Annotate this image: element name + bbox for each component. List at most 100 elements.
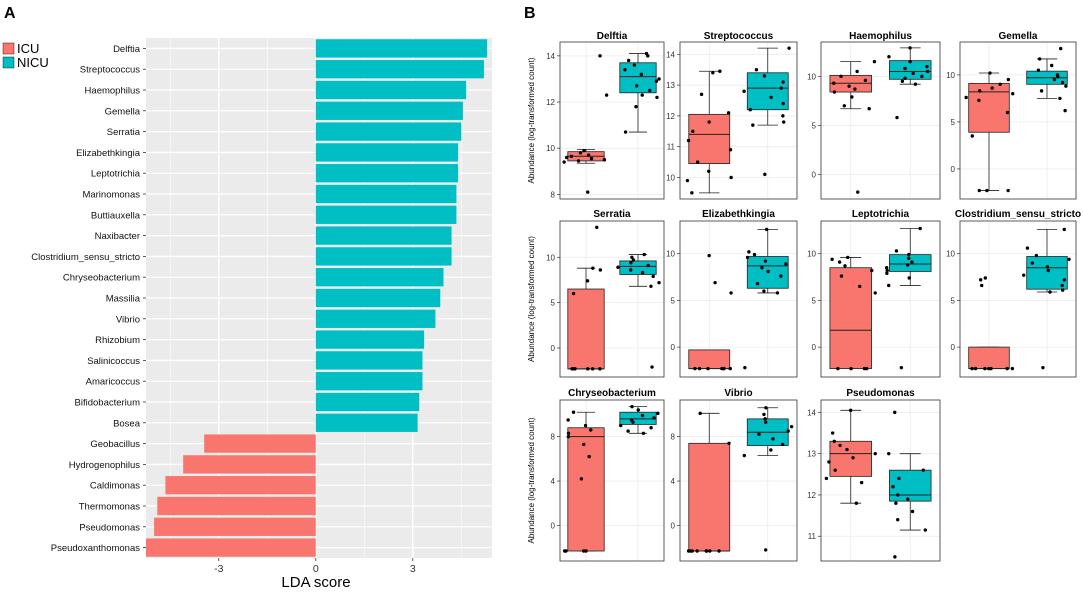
boxplot-y-tick-label: 0: [951, 343, 956, 352]
boxplot-point: [598, 54, 602, 58]
boxplot-point: [589, 156, 594, 161]
lda-bar: [315, 226, 452, 245]
lda-category-label: Bifidobacterium: [75, 398, 141, 409]
boxplot-point: [1052, 77, 1057, 82]
boxplot-point: [832, 81, 836, 85]
boxplot-point: [913, 82, 918, 86]
boxplot-point: [970, 134, 974, 138]
boxplot-point: [832, 90, 837, 94]
boxplot-point: [908, 59, 912, 64]
legend-label-nicu: NICU: [17, 55, 49, 70]
boxplot-point: [907, 276, 911, 280]
boxplot-point: [985, 188, 989, 193]
boxplot-point: [925, 64, 929, 69]
boxplot-y-tick-label: 0: [812, 343, 817, 352]
boxplot-point: [598, 268, 603, 272]
boxplot-y-tick-label: 4: [671, 477, 676, 486]
boxplot-point: [579, 477, 584, 481]
boxplot-point: [781, 114, 785, 118]
lda-category-label: Thermomonas: [79, 502, 140, 513]
boxplot-point: [639, 72, 644, 77]
boxplot-point: [764, 227, 769, 232]
boxplot-point: [695, 549, 699, 553]
boxplot-box-nicu: [889, 254, 932, 272]
boxplot-box-nicu: [889, 469, 932, 502]
boxplot-point: [903, 76, 907, 81]
boxplot-point: [586, 367, 590, 371]
boxplot-point: [885, 271, 889, 276]
boxplot-y-tick-label: 5: [951, 118, 956, 127]
boxplot-point: [602, 158, 607, 162]
boxplot-point: [1063, 108, 1067, 113]
boxplot-point: [587, 454, 591, 459]
boxplot-point: [839, 74, 843, 79]
boxplot-point: [908, 46, 912, 50]
boxplot-point: [571, 291, 576, 296]
boxplot-y-tick-label: 14: [666, 50, 675, 59]
boxplot-point: [604, 93, 609, 97]
boxplot-point: [856, 190, 860, 194]
boxplot-y-tick-label: 11: [808, 532, 817, 541]
boxplot-point: [1045, 265, 1050, 269]
boxplot-point: [842, 104, 847, 108]
boxplot-point: [763, 259, 768, 263]
lda-category-label: Gemella: [105, 106, 141, 117]
boxplot-point: [634, 104, 638, 109]
lda-chart: Delftia Streptococcus Haemophilus Gemella Se…: [2, 38, 492, 591]
boxplot-box-icu: [968, 82, 1010, 133]
legend: ICU NICU: [2, 41, 49, 70]
boxplot-point: [896, 493, 900, 497]
boxplot-y-tick-label: 8: [671, 433, 676, 442]
boxplot-point: [1005, 110, 1010, 115]
boxplot-point: [685, 178, 690, 183]
boxplot-point: [858, 284, 862, 289]
boxplot-point: [742, 89, 746, 93]
boxplot-point: [970, 366, 974, 371]
boxplot-point: [586, 190, 590, 194]
boxplot-point: [642, 252, 646, 257]
lda-bar: [204, 434, 316, 453]
boxplot-point: [562, 160, 566, 164]
boxplot-point: [1039, 89, 1044, 93]
boxplot-point: [848, 408, 853, 413]
boxplot-point: [764, 420, 768, 424]
boxplot-y-tick-label: 10: [946, 71, 955, 80]
boxplot-point: [626, 429, 630, 433]
boxplot-point: [923, 528, 927, 532]
boxplot-y-tick-label: 0: [951, 165, 956, 174]
boxplot-point: [745, 255, 750, 260]
boxplot-title: Pseudomonas: [846, 388, 915, 399]
boxplot-y-tick-label: 10: [946, 250, 955, 259]
boxplot-point: [727, 441, 731, 446]
boxplot-title: Gemella: [999, 31, 1038, 42]
boxplot-point: [1056, 75, 1060, 79]
lda-bar: [157, 496, 316, 516]
lda-category-label: Rhizobium: [95, 335, 140, 346]
boxplot-point: [1046, 268, 1050, 273]
boxplot-point: [566, 418, 570, 422]
boxplot-point: [893, 410, 897, 415]
boxplot-y-tick-label: 13: [807, 450, 816, 459]
boxplot-point: [1049, 63, 1054, 68]
boxplot-point: [1062, 227, 1066, 232]
boxplot-point: [899, 365, 904, 370]
legend-label-icu: ICU: [17, 41, 39, 56]
boxplot-frame: [679, 220, 798, 378]
boxplot-point: [1034, 253, 1039, 258]
boxplot-point: [832, 439, 836, 443]
boxplot-point: [644, 51, 649, 56]
boxplot-y-axis-title: Abundance (log-transformed count): [527, 417, 536, 543]
lda-bar: [315, 247, 452, 266]
boxplot-point: [764, 548, 768, 552]
boxplot-point: [616, 265, 620, 269]
boxplot-point: [894, 501, 898, 505]
lda-bar: [315, 60, 484, 79]
boxplot-point: [779, 86, 783, 90]
boxplot-point: [571, 410, 576, 414]
boxplot-point: [591, 266, 595, 270]
boxplot-point: [718, 69, 722, 73]
boxplot-point: [640, 270, 645, 275]
boxplot-point: [830, 257, 834, 261]
lda-category-label: Pseudoxanthomonas: [51, 543, 141, 554]
